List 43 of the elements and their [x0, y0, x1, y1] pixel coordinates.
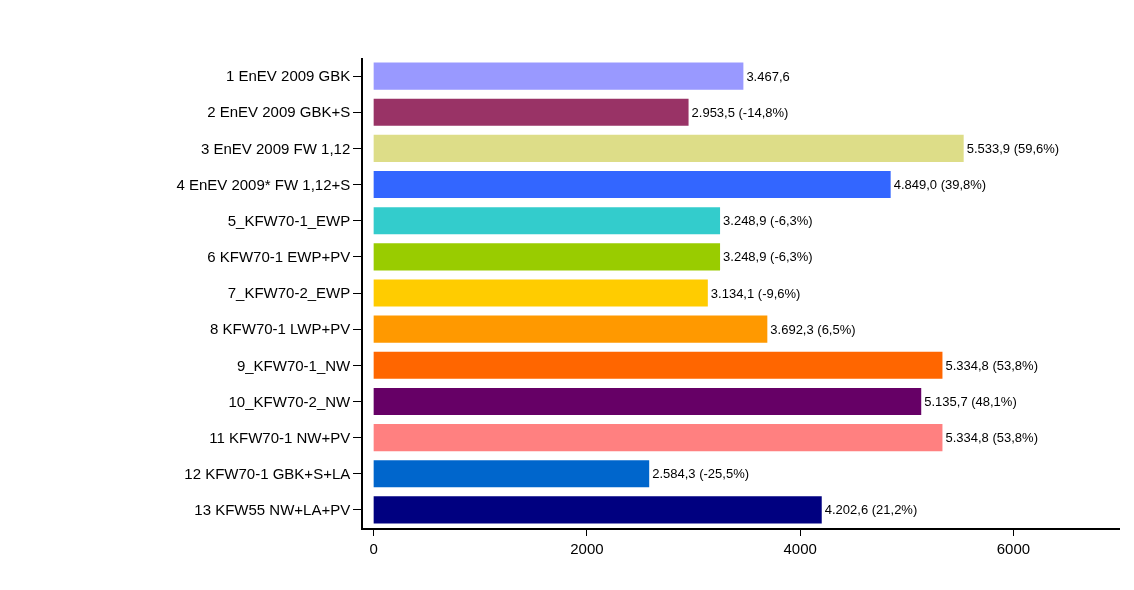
- bar: [373, 279, 708, 307]
- y-tick-label: 5_KFW70-1_EWP: [227, 211, 351, 229]
- bar: [373, 207, 721, 235]
- bar: [373, 460, 650, 488]
- bar: [373, 424, 943, 452]
- data-label: 3.248,9 (-6,3%): [723, 249, 813, 265]
- y-tick-label: 7_KFW70-2_EWP: [227, 284, 351, 302]
- y-tick-label: 4 EnEV 2009* FW 1,12+S: [176, 175, 351, 193]
- data-label: 5.334,8 (53,8%): [945, 430, 1038, 446]
- data-label: 4.202,6 (21,2%): [824, 502, 918, 518]
- bar: [373, 134, 964, 162]
- y-tick-label: 8 KFW70-1 LWP+PV: [210, 320, 351, 338]
- bar: [373, 496, 822, 524]
- data-label: 5.533,9 (59,6%): [966, 140, 1060, 156]
- bar: [373, 62, 744, 90]
- y-tick-label: 3 EnEV 2009 FW 1,12: [200, 139, 351, 157]
- data-label: 3.134,1 (-9,6%): [710, 285, 801, 301]
- bar: [373, 351, 943, 379]
- x-tick-label: 0: [369, 539, 378, 557]
- x-tick-label: 2000: [570, 539, 604, 557]
- data-label: 5.135,7 (48,1%): [924, 393, 1017, 409]
- y-tick-label: 6 KFW70-1 EWP+PV: [207, 248, 351, 266]
- data-label: 3.467,6: [746, 68, 790, 84]
- x-tick-label: 4000: [783, 539, 817, 557]
- y-tick-label: 1 EnEV 2009 GBK: [226, 67, 351, 85]
- y-tick-label: 10_KFW70-2_NW: [228, 392, 352, 410]
- bar: [373, 315, 768, 343]
- data-label: 3.248,9 (-6,3%): [723, 213, 813, 229]
- data-label: 2.584,3 (-25,5%): [652, 466, 750, 482]
- y-tick-label: 11 KFW70-1 NW+PV: [209, 428, 351, 446]
- y-tick-label: 9_KFW70-1_NW: [236, 356, 352, 374]
- y-tick-label: 13 KFW55 NW+LA+PV: [194, 501, 351, 519]
- data-label: 4.849,0 (39,8%): [893, 177, 987, 193]
- bar: [373, 170, 891, 199]
- data-label: 2.953,5 (-14,8%): [691, 104, 789, 120]
- x-tick-label: 6000: [996, 539, 1031, 557]
- y-tick-label: 12 KFW70-1 GBK+S+LA: [184, 465, 351, 483]
- y-tick-label: 2 EnEV 2009 GBK+S: [207, 103, 351, 121]
- data-label: 5.334,8 (53,8%): [945, 357, 1038, 373]
- bar: [373, 387, 922, 416]
- bar: [373, 243, 721, 271]
- bar: [373, 98, 689, 126]
- data-label: 3.692,3 (6,5%): [770, 321, 856, 337]
